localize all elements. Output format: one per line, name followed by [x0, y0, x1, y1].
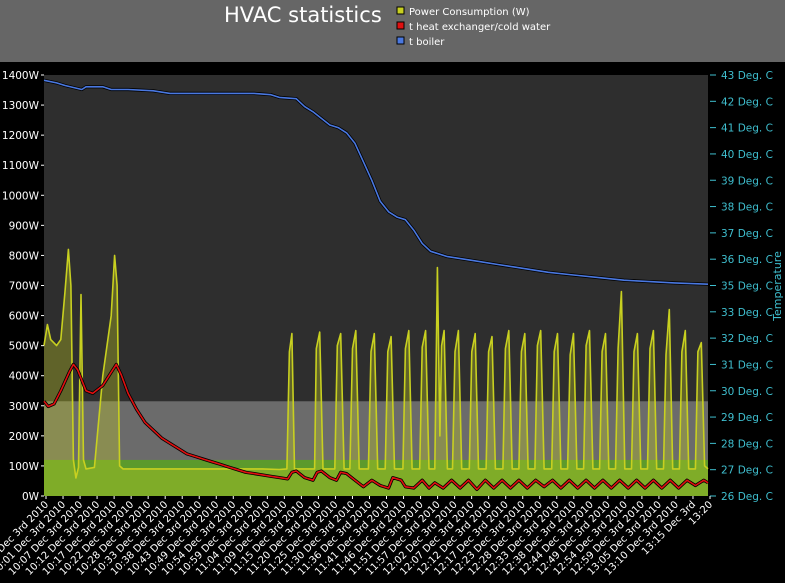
series-layer [42, 78, 709, 496]
right-tick-label-0: 43 Deg. C [721, 70, 773, 82]
header-band [0, 0, 785, 62]
left-tick-label-8: 800W [9, 250, 40, 262]
legend-marker-2 [396, 36, 405, 45]
right-tick-label-1: 42 Deg. C [721, 96, 773, 108]
series-line-0 [43, 248, 709, 479]
left-tick-label-0: 0W [22, 491, 40, 503]
left-axis: 0W 100W 200W 300W 400W 500W 600W 700W 800W 900W 10… [2, 70, 44, 503]
left-tick-label-9: 900W [9, 220, 40, 232]
right-tick-label-9: 33 Deg. C [721, 307, 773, 319]
legend-label-1: t heat exchanger/cold water [409, 22, 551, 33]
left-tick-label-10: 1000W [2, 190, 40, 202]
legend-marker-1 [396, 21, 405, 30]
right-tick-label-13: 29 Deg. C [721, 412, 773, 424]
series-line-2 [43, 79, 709, 285]
legend: Power Consumption (W) t heat exchanger/co… [396, 6, 551, 48]
right-tick-label-10: 32 Deg. C [721, 333, 773, 345]
legend-marker-0 [396, 6, 405, 15]
right-tick-label-6: 37 Deg. C [721, 228, 773, 240]
legend-label-2: t boiler [409, 37, 445, 48]
right-tick-label-5: 38 Deg. C [721, 202, 773, 214]
left-tick-label-12: 1200W [2, 130, 40, 142]
right-tick-label-11: 31 Deg. C [721, 359, 773, 371]
left-tick-label-7: 700W [9, 281, 40, 293]
right-tick-label-14: 28 Deg. C [721, 438, 773, 450]
left-tick-label-5: 500W [9, 341, 40, 353]
background-bands [44, 75, 708, 496]
left-tick-label-4: 400W [9, 371, 40, 383]
right-tick-label-7: 36 Deg. C [721, 254, 773, 266]
right-tick-label-16: 26 Deg. C [721, 491, 773, 503]
left-tick-label-14: 1400W [2, 70, 40, 82]
right-tick-label-4: 39 Deg. C [721, 175, 773, 187]
right-tick-label-8: 35 Deg. C [721, 281, 773, 293]
right-tick-label-3: 40 Deg. C [721, 149, 773, 161]
right-tick-label-15: 27 Deg. C [721, 465, 773, 477]
right-axis-label: Temperature [771, 251, 784, 322]
series-fill-0 [44, 249, 708, 496]
right-tick-label-12: 30 Deg. C [721, 386, 773, 398]
left-tick-label-3: 300W [9, 401, 40, 413]
left-tick-label-6: 600W [9, 311, 40, 323]
left-tick-label-2: 200W [9, 431, 40, 443]
band-2 [44, 459, 708, 496]
series-line-1 [43, 363, 709, 491]
left-tick-label-1: 100W [9, 461, 40, 473]
left-tick-label-13: 1300W [2, 100, 40, 112]
legend-label-0: Power Consumption (W) [409, 7, 530, 18]
chart-title: HVAC statistics [224, 3, 382, 27]
right-tick-label-2: 41 Deg. C [721, 123, 773, 135]
right-axis: 43 Deg. C 42 Deg. C 41 Deg. C 40 Deg. C 39 D… [710, 70, 773, 503]
left-tick-label-11: 1100W [2, 160, 40, 172]
